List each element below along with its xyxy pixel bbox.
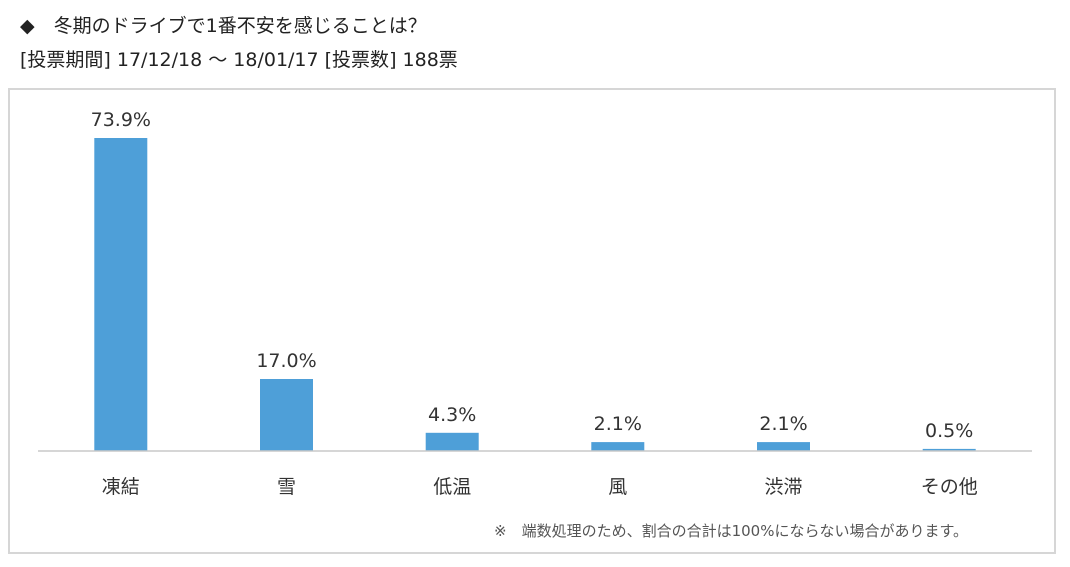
bar-1 bbox=[260, 379, 313, 451]
bar-5 bbox=[922, 448, 976, 451]
chart-frame bbox=[8, 88, 1056, 554]
chart-title: ◆ 冬期のドライブで1番不安を感じることは？ bbox=[20, 15, 427, 37]
data-label-0: 73.9% bbox=[91, 109, 151, 131]
bar-3 bbox=[591, 442, 645, 451]
data-label-1: 17.0% bbox=[256, 350, 316, 372]
data-label-2: 4.3% bbox=[428, 404, 476, 426]
bar-2 bbox=[425, 432, 479, 451]
data-label-4: 2.1% bbox=[759, 413, 807, 435]
data-label-3: 2.1% bbox=[594, 413, 642, 435]
category-label-3: 風 bbox=[608, 476, 627, 498]
category-label-0: 凍結 bbox=[102, 476, 140, 498]
category-label-4: 渋滞 bbox=[764, 476, 802, 498]
data-label-5: 0.5% bbox=[925, 420, 973, 442]
category-label-2: 低温 bbox=[433, 476, 471, 498]
poll-info: [投票期間] 17/12/18 ～ 18/01/17 [投票数] 188票 bbox=[20, 49, 458, 71]
bar-4 bbox=[757, 442, 810, 451]
category-label-5: その他 bbox=[921, 476, 978, 498]
footnote: ※ 端数処理のため、割合の合計は100%にならない場合があります。 bbox=[494, 522, 968, 540]
bar-0 bbox=[94, 138, 148, 451]
category-label-1: 雪 bbox=[277, 476, 296, 498]
